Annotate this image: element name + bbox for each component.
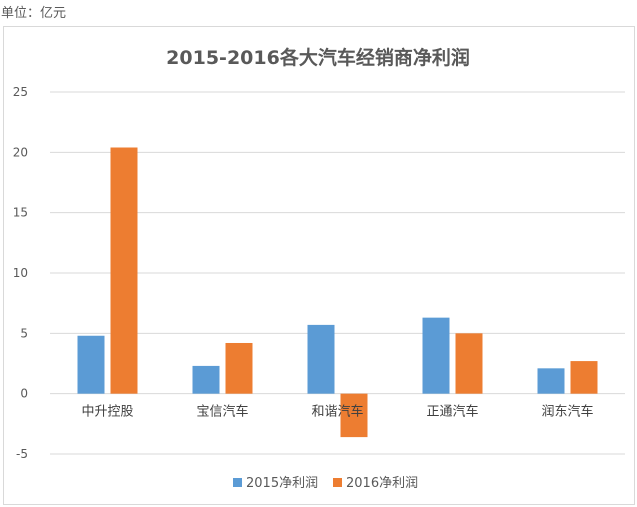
- bar: [110, 147, 138, 394]
- legend-swatch: [233, 478, 242, 487]
- bar: [77, 335, 105, 394]
- x-category-label: 宝信汽车: [196, 404, 248, 420]
- y-tick-label: 5: [20, 326, 28, 340]
- bar: [570, 361, 598, 394]
- y-tick-label: -5: [16, 447, 28, 461]
- unit-label: 单位：亿元: [1, 6, 67, 21]
- y-tick-label: 25: [13, 85, 28, 99]
- bar-layer: [77, 147, 598, 438]
- legend: 2015净利润 2016净利润: [233, 476, 418, 491]
- x-category-label: 正通汽车: [426, 404, 478, 420]
- chart-title: 2015-2016各大汽车经销商净利润: [166, 46, 470, 69]
- y-tick-label: 10: [13, 266, 28, 280]
- grid-layer: [50, 91, 625, 455]
- x-category-label: 润东汽车: [541, 404, 593, 420]
- bar: [192, 365, 220, 394]
- x-category-label: 和谐汽车: [311, 404, 363, 420]
- bar: [340, 393, 368, 438]
- bar: [422, 317, 450, 394]
- bar: [455, 333, 483, 394]
- y-tick-label: 0: [20, 387, 28, 401]
- chart-frame: [3, 26, 635, 505]
- y-tick-label: 20: [13, 145, 28, 159]
- legend-label: 2016净利润: [346, 476, 418, 491]
- tick-layer: -5 0 5 10 15 20 25: [13, 85, 28, 461]
- bar: [307, 324, 335, 394]
- x-category-label: 中升控股: [81, 405, 133, 420]
- bar: [225, 342, 253, 394]
- category-labels: 中升控股 宝信汽车 和谐汽车 正通汽车 润东汽车: [81, 404, 593, 420]
- legend-label: 2015净利润: [246, 476, 318, 491]
- y-tick-label: 15: [13, 206, 28, 220]
- bar: [537, 368, 565, 394]
- legend-swatch: [333, 478, 342, 487]
